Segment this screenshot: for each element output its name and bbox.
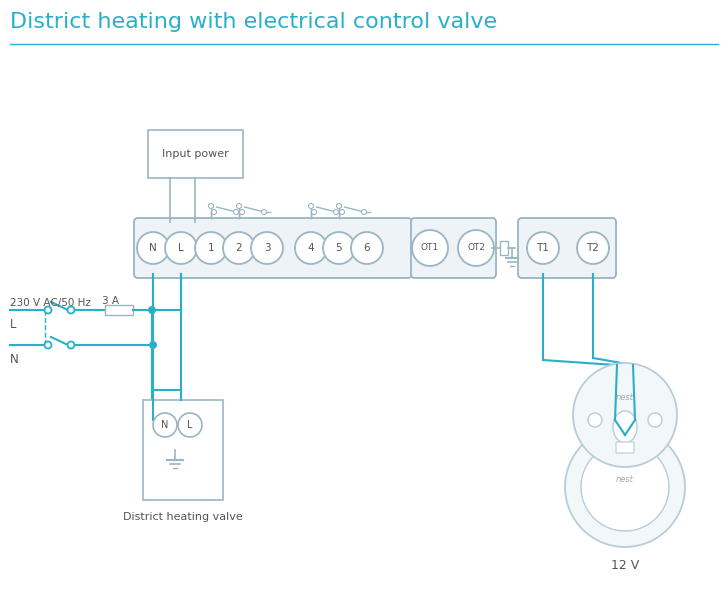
- Circle shape: [237, 204, 242, 208]
- Text: N: N: [149, 243, 157, 253]
- Circle shape: [44, 307, 52, 314]
- Text: L: L: [10, 318, 17, 331]
- Circle shape: [223, 232, 255, 264]
- Text: T1: T1: [537, 243, 550, 253]
- Circle shape: [577, 232, 609, 264]
- Text: 12 V: 12 V: [611, 559, 639, 572]
- Circle shape: [44, 342, 52, 349]
- Text: 230 V AC/50 Hz: 230 V AC/50 Hz: [10, 298, 91, 308]
- Text: 1: 1: [207, 243, 214, 253]
- Bar: [500, 241, 508, 255]
- Circle shape: [412, 230, 448, 266]
- Circle shape: [362, 210, 366, 214]
- Circle shape: [208, 204, 213, 208]
- Circle shape: [251, 232, 283, 264]
- Circle shape: [165, 232, 197, 264]
- Circle shape: [527, 232, 559, 264]
- Text: District heating with electrical control valve: District heating with electrical control…: [10, 12, 497, 32]
- Circle shape: [68, 342, 74, 349]
- Text: 4: 4: [308, 243, 314, 253]
- Circle shape: [212, 210, 216, 214]
- Circle shape: [581, 443, 669, 531]
- Circle shape: [68, 307, 74, 314]
- Circle shape: [351, 232, 383, 264]
- Circle shape: [323, 232, 355, 264]
- Bar: [148, 130, 243, 178]
- Text: T2: T2: [587, 243, 599, 253]
- Bar: [143, 400, 223, 500]
- Bar: [105, 305, 133, 315]
- Circle shape: [261, 210, 266, 214]
- Text: L: L: [187, 420, 193, 430]
- Text: 5: 5: [336, 243, 342, 253]
- Text: 3 A: 3 A: [102, 296, 119, 306]
- Circle shape: [178, 413, 202, 437]
- Circle shape: [336, 204, 341, 208]
- Text: 3: 3: [264, 243, 270, 253]
- Text: nest: nest: [616, 393, 634, 402]
- Circle shape: [588, 413, 602, 427]
- Text: N: N: [162, 420, 169, 430]
- Circle shape: [339, 210, 344, 214]
- Circle shape: [295, 232, 327, 264]
- Circle shape: [149, 341, 157, 349]
- FancyBboxPatch shape: [616, 442, 634, 453]
- Ellipse shape: [613, 411, 637, 443]
- Circle shape: [648, 413, 662, 427]
- Circle shape: [153, 413, 177, 437]
- Circle shape: [573, 363, 677, 467]
- Circle shape: [333, 210, 339, 214]
- Circle shape: [240, 210, 245, 214]
- FancyBboxPatch shape: [134, 218, 412, 278]
- Circle shape: [309, 204, 314, 208]
- FancyBboxPatch shape: [518, 218, 616, 278]
- Circle shape: [195, 232, 227, 264]
- Text: OT2: OT2: [467, 244, 485, 252]
- Text: N: N: [10, 353, 19, 366]
- Circle shape: [148, 306, 156, 314]
- Text: 6: 6: [364, 243, 371, 253]
- Circle shape: [234, 210, 239, 214]
- Text: L: L: [178, 243, 184, 253]
- Circle shape: [137, 232, 169, 264]
- Circle shape: [312, 210, 317, 214]
- Text: nest: nest: [616, 475, 634, 484]
- Circle shape: [565, 427, 685, 547]
- Text: Input power: Input power: [162, 149, 229, 159]
- Text: OT1: OT1: [421, 244, 439, 252]
- Text: 2: 2: [236, 243, 242, 253]
- FancyBboxPatch shape: [411, 218, 496, 278]
- Circle shape: [458, 230, 494, 266]
- Text: District heating valve: District heating valve: [123, 512, 243, 522]
